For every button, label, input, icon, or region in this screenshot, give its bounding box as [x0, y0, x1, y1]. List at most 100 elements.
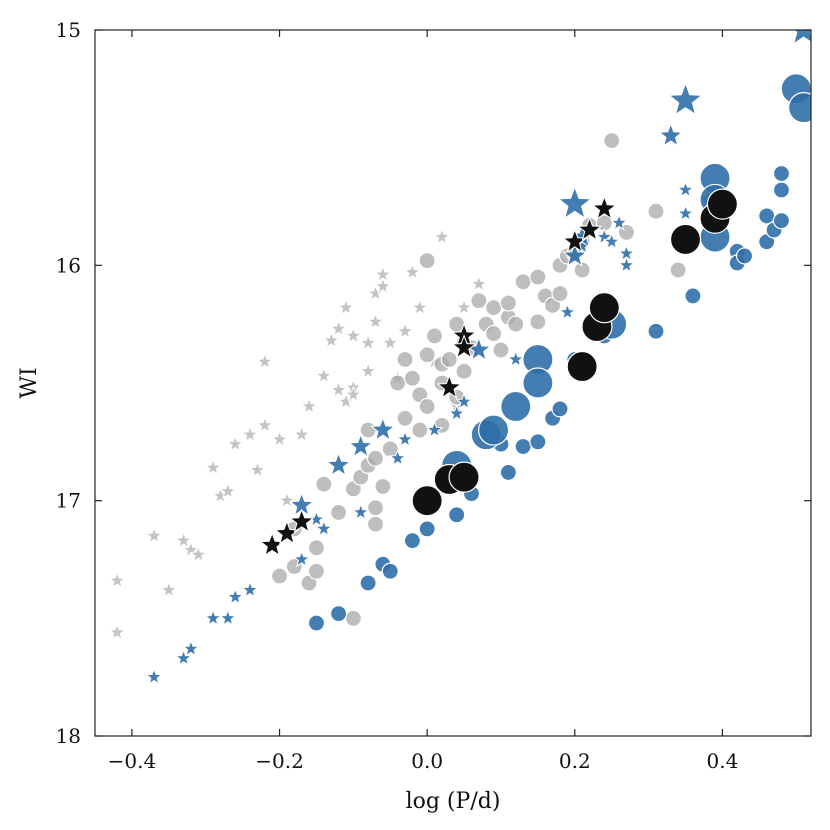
data-point-circle	[396, 409, 414, 427]
data-point-circle	[758, 207, 776, 225]
data-point-star	[558, 302, 577, 321]
data-point-circle	[418, 346, 436, 364]
data-point-circle	[529, 268, 547, 286]
data-point-star	[181, 639, 200, 657]
data-point-circle	[484, 324, 503, 343]
data-point-circle	[529, 433, 547, 451]
data-point-circle	[772, 181, 791, 199]
data-point-star	[226, 587, 245, 605]
data-point-circle	[669, 261, 687, 279]
data-point-circle	[381, 562, 399, 580]
data-point-star	[248, 460, 267, 478]
data-point-star	[351, 503, 370, 521]
data-point-circle	[514, 437, 532, 456]
data-point-star	[145, 667, 164, 685]
data-point-star	[617, 255, 636, 273]
data-point-star	[676, 204, 695, 222]
data-point-star	[792, 30, 811, 45]
data-point-circle	[455, 362, 473, 380]
x-tick-label: −0.2	[255, 749, 304, 773]
data-point-circle	[470, 292, 488, 310]
data-point-star	[218, 608, 237, 626]
data-point-star	[576, 216, 603, 241]
series-0-star-markers	[108, 227, 488, 641]
data-point-circle	[389, 374, 407, 392]
data-point-star	[562, 242, 588, 267]
data-point-star	[366, 312, 385, 330]
data-point-circle	[566, 350, 598, 383]
data-point-star	[359, 333, 378, 351]
data-point-circle	[344, 609, 362, 627]
data-point-circle	[403, 369, 422, 387]
data-point-star	[174, 648, 193, 666]
x-axis-title: log (P/d)	[406, 789, 501, 814]
data-point-star	[388, 448, 407, 466]
axis-tick-labels: −0.4 −0.2 0.0 0.2 0.4 15 16 17 18	[56, 18, 739, 773]
data-point-star	[347, 433, 374, 458]
data-point-star	[181, 540, 200, 558]
data-point-circle	[735, 247, 754, 265]
y-tick-label: 16	[56, 253, 81, 277]
data-point-star	[610, 213, 629, 231]
data-point-circle	[448, 506, 466, 524]
data-points	[108, 30, 811, 685]
data-point-circle	[329, 605, 348, 623]
data-point-star	[108, 623, 127, 641]
data-point-circle	[448, 461, 480, 493]
data-point-star	[277, 491, 296, 509]
data-point-star	[259, 531, 285, 557]
data-point-star	[325, 451, 352, 477]
series-6-circle-markers	[441, 73, 811, 481]
data-point-circle	[684, 287, 702, 305]
series-1-circle-markers	[270, 132, 687, 627]
data-point-circle	[551, 400, 569, 418]
data-point-star	[226, 434, 245, 452]
data-point-circle	[307, 539, 326, 557]
data-point-star	[455, 392, 474, 410]
data-point-circle	[647, 202, 665, 220]
data-point-circle	[529, 313, 547, 331]
data-point-star	[218, 481, 237, 499]
data-point-star	[174, 531, 193, 549]
y-axis-title: WI	[17, 367, 42, 398]
data-point-circle	[411, 485, 443, 517]
data-point-star	[455, 298, 474, 316]
data-point-circle	[788, 92, 811, 124]
data-point-circle	[411, 421, 429, 439]
x-tick-label: 0.2	[559, 749, 591, 773]
data-point-star	[159, 580, 178, 598]
data-point-circle	[477, 414, 510, 446]
data-point-circle	[706, 188, 739, 220]
data-point-circle	[647, 322, 665, 340]
data-point-circle	[418, 252, 436, 270]
data-point-star	[451, 334, 477, 359]
data-point-circle	[492, 341, 510, 359]
data-point-star	[241, 580, 259, 598]
y-tick-label: 15	[56, 18, 81, 42]
x-tick-label: 0.0	[411, 749, 443, 773]
data-point-star	[189, 545, 208, 563]
data-point-circle	[374, 477, 392, 496]
data-point-star	[595, 227, 614, 245]
data-point-star	[314, 366, 333, 384]
data-point-star	[432, 227, 451, 245]
plot-frame	[94, 29, 812, 737]
data-point-star	[329, 319, 348, 337]
data-point-circle	[772, 164, 791, 183]
data-point-circle	[418, 520, 436, 538]
data-point-star	[292, 425, 311, 443]
data-point-star	[425, 420, 444, 438]
data-point-star	[329, 380, 348, 398]
data-point-star	[557, 185, 593, 220]
data-point-circle	[669, 223, 702, 256]
data-point-circle	[499, 294, 517, 312]
data-point-circle	[499, 463, 517, 482]
data-point-circle	[507, 315, 525, 333]
data-point-circle	[307, 562, 326, 580]
data-point-circle	[440, 350, 458, 369]
data-point-star	[307, 510, 326, 528]
series-8-circle-markers	[411, 188, 739, 517]
data-point-circle	[270, 567, 289, 585]
data-point-star	[241, 425, 259, 443]
